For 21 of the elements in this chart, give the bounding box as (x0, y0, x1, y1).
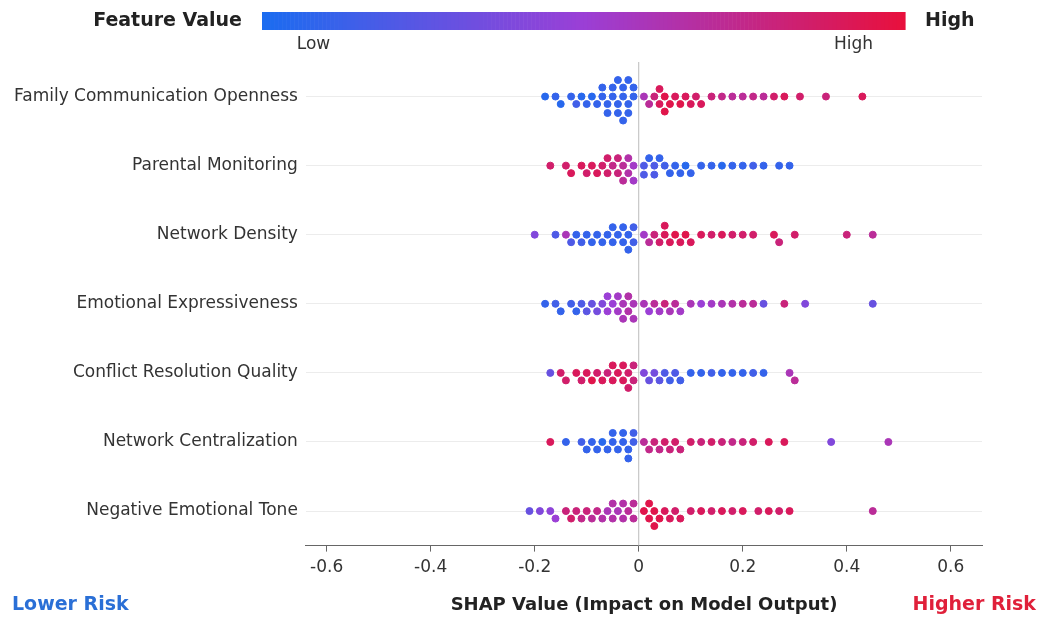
x-tick-label: -0.2 (518, 556, 552, 577)
x-tick-label: -0.4 (414, 556, 448, 577)
y-tick-label: Network Density (156, 223, 298, 244)
x-axis-title: SHAP Value (Impact on Model Output) (450, 592, 838, 614)
x-tick-label: 0.2 (729, 556, 757, 577)
color-bar-title: Feature Value (93, 7, 242, 30)
color-bar-label: Low (296, 32, 331, 53)
y-tick-label: Emotional Expressiveness (76, 292, 298, 313)
x-tick-label: 0 (633, 556, 645, 577)
color-bar-label: High (834, 32, 874, 53)
y-tick-label: Network Centralization (102, 430, 298, 451)
text: Higher Risk (912, 591, 1037, 614)
y-tick-label: Family Communication Openness (13, 84, 298, 105)
text: Lower Risk (12, 591, 130, 614)
x-tick-label: -0.6 (310, 556, 344, 577)
text: High (925, 7, 975, 30)
y-tick-label: Parental Monitoring (131, 154, 298, 175)
y-tick-label: Conflict Resolution Quality (72, 361, 298, 382)
x-tick-label: 0.4 (833, 556, 861, 577)
y-tick-label: Negative Emotional Tone (86, 499, 298, 520)
x-tick-label: 0.6 (937, 556, 965, 577)
